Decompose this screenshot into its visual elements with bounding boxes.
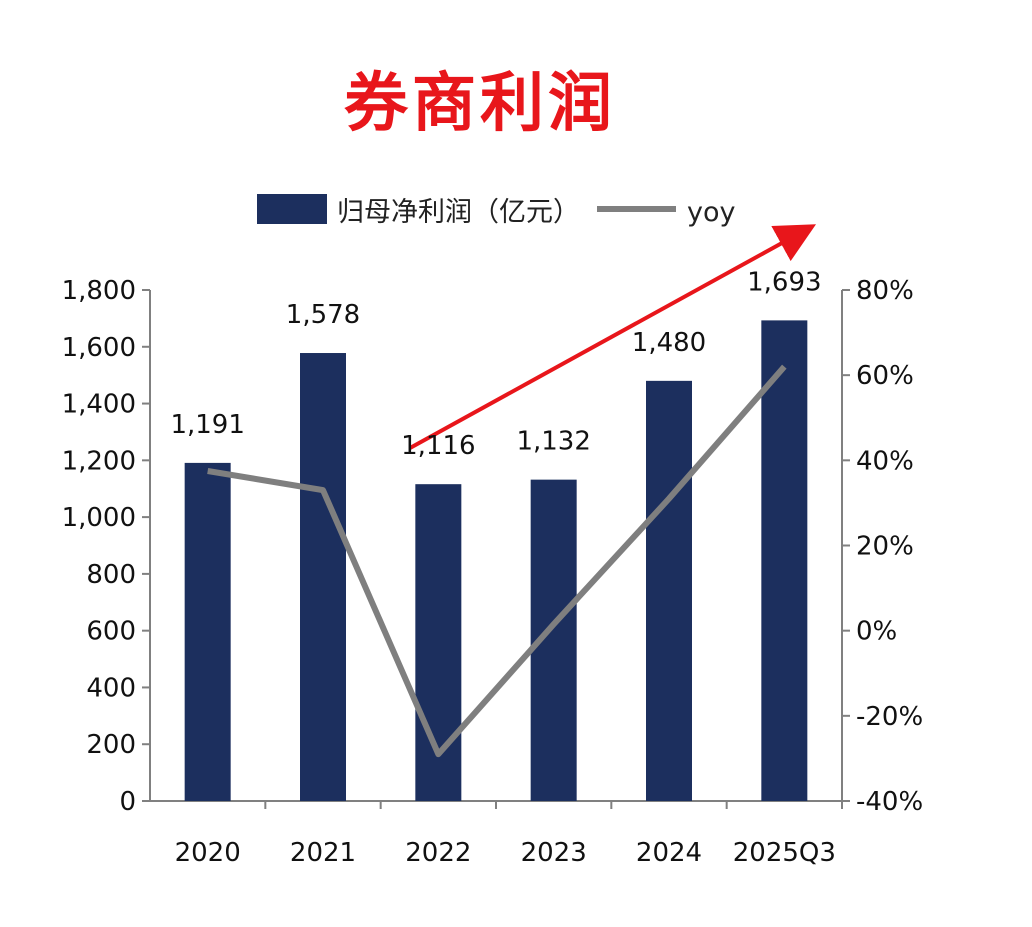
bar xyxy=(184,462,231,801)
right-tick-label: 60% xyxy=(856,361,914,391)
left-tick-label: 200 xyxy=(86,730,136,760)
left-tick-label: 800 xyxy=(86,560,136,590)
right-tick-label: -20% xyxy=(856,702,923,732)
data-labels: 1,191 1,578 1,116 1,132 1,480 1,693 xyxy=(170,267,821,461)
x-tick-label: 2025Q3 xyxy=(733,838,836,868)
right-tick-label: 20% xyxy=(856,532,914,562)
left-tick-label: 1,400 xyxy=(62,390,136,420)
trend-arrow-shaft xyxy=(409,224,817,450)
yoy-line xyxy=(207,364,787,758)
bar-value-label: 1,578 xyxy=(286,300,360,330)
right-tick-label: 40% xyxy=(856,446,914,476)
right-tick-label: 0% xyxy=(856,617,897,647)
left-tick-label: 400 xyxy=(86,673,136,703)
bar-value-label: 1,132 xyxy=(516,427,590,457)
trend-arrow xyxy=(409,224,817,450)
legend: 归母净利润（亿元） yoy xyxy=(257,194,735,228)
left-tick-label: 0 xyxy=(119,787,136,817)
bar-value-label: 1,191 xyxy=(170,410,244,440)
legend-bar-swatch xyxy=(257,194,327,224)
bar xyxy=(646,380,692,801)
right-tick-label: -40% xyxy=(856,787,923,817)
bar-value-label: 1,480 xyxy=(632,328,706,358)
bar-value-label: 1,116 xyxy=(401,431,475,461)
legend-bar-label: 归母净利润（亿元） xyxy=(337,197,580,228)
legend-line-label: yoy xyxy=(687,197,735,228)
x-tick-label: 2020 xyxy=(175,838,241,868)
x-tick-label: 2024 xyxy=(636,838,702,868)
left-tick-label: 1,600 xyxy=(62,333,136,363)
bar xyxy=(300,353,346,801)
left-tick-label: 1,200 xyxy=(62,446,136,476)
left-tick-label: 600 xyxy=(86,617,136,647)
x-tick-label: 2021 xyxy=(290,838,356,868)
bar xyxy=(761,320,808,801)
chart-title: 券商利润 xyxy=(344,67,616,141)
x-tick-label: 2022 xyxy=(405,838,471,868)
bar-value-label: 1,693 xyxy=(747,267,821,297)
axes: 0 200 400 600 800 1,000 1,200 1,400 1,600 1,800 -4… xyxy=(62,276,924,868)
x-tick-label: 2023 xyxy=(521,838,587,868)
left-tick-label: 1,000 xyxy=(62,503,136,533)
right-tick-label: 80% xyxy=(856,276,914,306)
yoy-series-line xyxy=(207,364,787,758)
left-tick-label: 1,800 xyxy=(62,276,136,306)
bars xyxy=(184,320,808,801)
